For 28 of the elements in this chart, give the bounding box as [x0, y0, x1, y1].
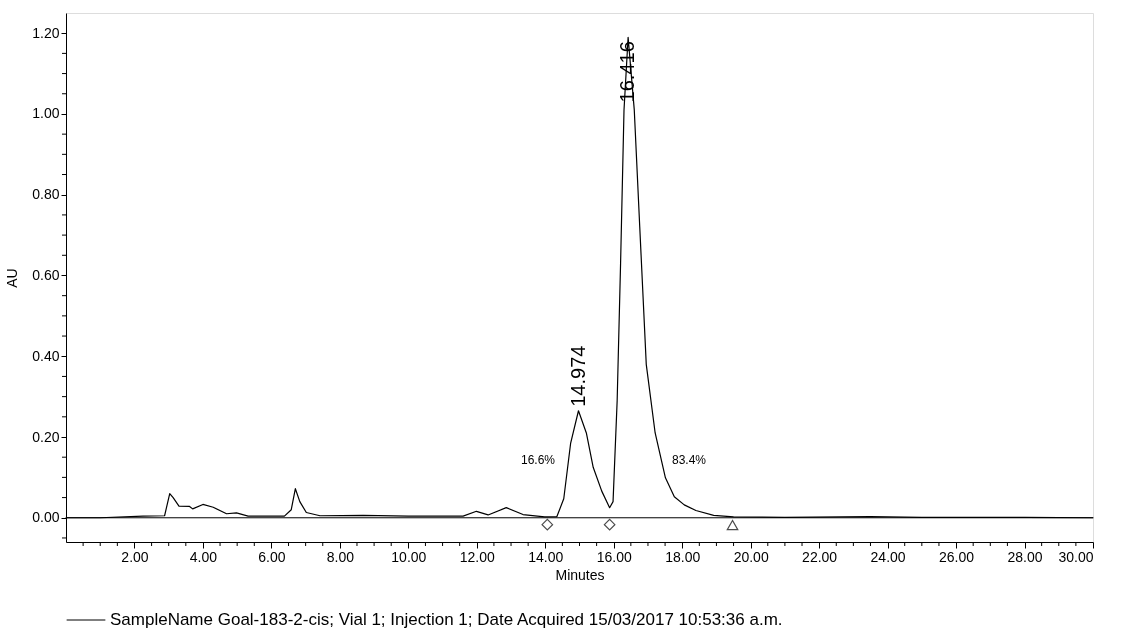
x-tick-label: 28.00 — [1007, 548, 1043, 565]
y-tick-label: 1.00 — [32, 105, 60, 122]
x-tick-label: 26.00 — [939, 548, 975, 565]
annotation: 14.974 — [566, 345, 589, 407]
x-tick-label: 14.00 — [528, 548, 564, 565]
x-tick-label: 16.00 — [596, 548, 632, 565]
x-tick-label: 8.00 — [326, 548, 355, 565]
x-tick-label: 4.00 — [189, 548, 218, 565]
x-tick-label: 24.00 — [870, 548, 906, 565]
x-tick-label: 18.00 — [665, 548, 701, 565]
x-tick-label: 22.00 — [802, 548, 838, 565]
x-tick-label: 2.00 — [121, 548, 149, 565]
y-tick-label: 0.60 — [32, 266, 60, 283]
x-tick-label: 6.00 — [258, 548, 286, 565]
y-tick-label: 0.40 — [32, 347, 60, 364]
annotation: 83.4% — [671, 453, 707, 467]
x-tick-label: 30.00 — [1058, 548, 1094, 565]
y-axis-title: AU — [4, 268, 21, 288]
x-axis-title: Minutes — [555, 566, 605, 583]
x-tick-label: 12.00 — [459, 548, 496, 565]
y-tick-label: 0.80 — [32, 186, 60, 203]
legend-label: SampleName Goal-183-2-cis; Vial 1; Injection 1; Date Acquired 15/03/2017 10:53:36 a.m. — [110, 610, 783, 629]
y-tick-label: 1.20 — [32, 24, 60, 41]
x-tick-label: 10.00 — [391, 548, 427, 565]
x-tick-label: 20.00 — [733, 548, 769, 565]
y-tick-label: 0.20 — [32, 428, 60, 445]
y-tick-label: 0.00 — [32, 509, 60, 526]
annotation: 16.6% — [520, 453, 556, 467]
